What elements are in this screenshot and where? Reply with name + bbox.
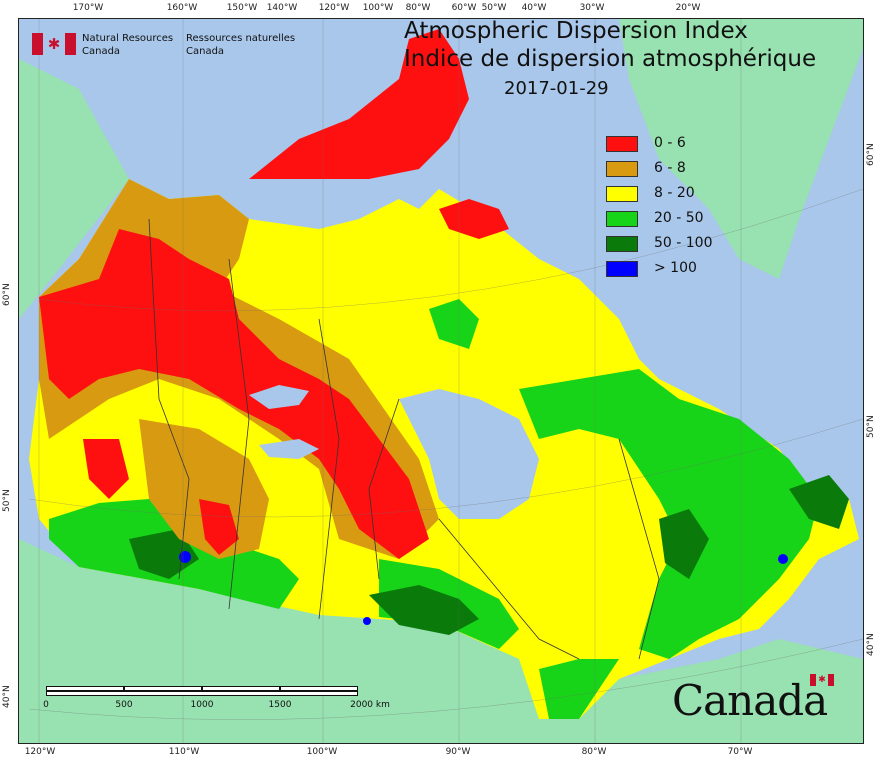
title-english: Atmospheric Dispersion Index [404,18,748,44]
agency-logo: ✱ Natural Resources Canada Ressources na… [32,33,322,67]
tick-top-120w: 120°W [318,3,350,13]
scale-label-0: 0 [43,700,49,710]
scale-label-1000: 1000 [190,700,214,710]
zone-red-baffin [439,199,509,239]
zone-red-arctic [249,29,469,179]
legend-swatch [606,186,638,202]
tick-top-60w: 60°W [451,3,477,13]
canada-wordmark: Canada ✱ [672,672,842,732]
water-hudson-bay [399,389,539,519]
zone-blue-3 [363,617,371,625]
wordmark-flag-icon: ✱ [810,674,834,686]
agency-name-fr-1: Ressources naturelles [186,33,296,44]
tick-right-60n: 60°N [866,143,876,166]
legend-label: > 100 [654,260,697,276]
tick-top-30w: 30°W [579,3,605,13]
zone-blue-1 [179,551,191,563]
tick-right-40n: 40°N [866,633,876,656]
legend-label: 8 - 20 [654,185,695,201]
zone-darkgreen-west [129,529,199,579]
tick-top-80w: 80°W [405,3,431,13]
agency-name-en-1: Natural Resources [82,33,174,44]
legend-item: 8 - 20 [606,184,756,204]
legend-item: 0 - 6 [606,134,756,154]
tick-top-170w: 170°W [72,3,104,13]
legend-swatch [606,136,638,152]
tick-top-150w: 150°W [226,3,258,13]
province-boundaries [148,218,660,660]
tick-bottom-110w: 110°W [168,747,200,757]
zone-red-nwt [39,229,429,559]
legend-swatch [606,161,638,177]
zone-green-east [519,369,819,659]
title-french: Indice de dispersion atmosphérique [404,46,817,72]
tick-left-40n: 40°N [2,685,12,708]
tick-top-20w: 20°W [675,3,701,13]
land-alaska [19,59,129,319]
water-great-bear [249,385,309,409]
scale-bar-base [46,691,358,696]
tick-top-140w: 140°W [266,3,298,13]
tick-bottom-70w: 70°W [727,747,753,757]
zone-red-bc [83,439,129,499]
agency-name-fr-2: Canada [186,46,225,57]
legend-swatch [606,236,638,252]
legend-label: 0 - 6 [654,135,686,151]
legend-item: 20 - 50 [606,209,756,229]
zone-darkgreen-ontario [369,585,479,635]
tick-right-50n: 50°N [866,415,876,438]
agency-name-en-2: Canada [82,46,121,57]
legend-item: 50 - 100 [606,234,756,254]
scale-bar: 0 500 1000 1500 2000 km [30,686,390,720]
map-canvas[interactable] [18,18,864,744]
legend-swatch [606,261,638,277]
tick-bottom-120w: 120°W [24,747,56,757]
zone-green-baffin [429,299,479,349]
zone-red-ab [199,499,239,555]
scale-bar-segment [46,686,124,691]
tick-top-100w: 100°W [362,3,394,13]
scale-label-2000: 2000 km [350,700,390,710]
tick-top-40w: 40°W [521,3,547,13]
scale-bar-segment [280,686,358,691]
water-great-slave [259,439,319,459]
scale-label-1500: 1500 [268,700,292,710]
map-svg [19,19,863,743]
scale-bar-segment [202,686,280,691]
zone-darkgreen-newfoundland [789,475,849,529]
legend-item: > 100 [606,259,756,279]
tick-top-160w: 160°W [166,3,198,13]
title-date: 2017-01-29 [504,78,609,99]
scale-label-500: 500 [115,700,133,710]
legend-item: 6 - 8 [606,159,756,179]
zone-darkgreen-quebec [659,509,709,579]
legend-label: 50 - 100 [654,235,713,251]
tick-left-60n: 60°N [2,283,12,306]
graticule-lines [28,19,863,743]
zone-green-quebec-s [539,659,619,719]
legend-label: 20 - 50 [654,210,704,226]
wordmark-text: Canada [672,676,828,725]
tick-bottom-100w: 100°W [306,747,338,757]
zone-blue-2 [778,554,788,564]
legend-swatch [606,211,638,227]
tick-bottom-90w: 90°W [445,747,471,757]
legend-label: 6 - 8 [654,160,686,176]
tick-top-50w: 50°W [481,3,507,13]
tick-bottom-80w: 80°W [581,747,607,757]
canada-flag-icon: ✱ [32,33,76,55]
tick-left-50n: 50°N [2,489,12,512]
scale-bar-segment [124,686,202,691]
zone-orange-west [139,419,269,559]
